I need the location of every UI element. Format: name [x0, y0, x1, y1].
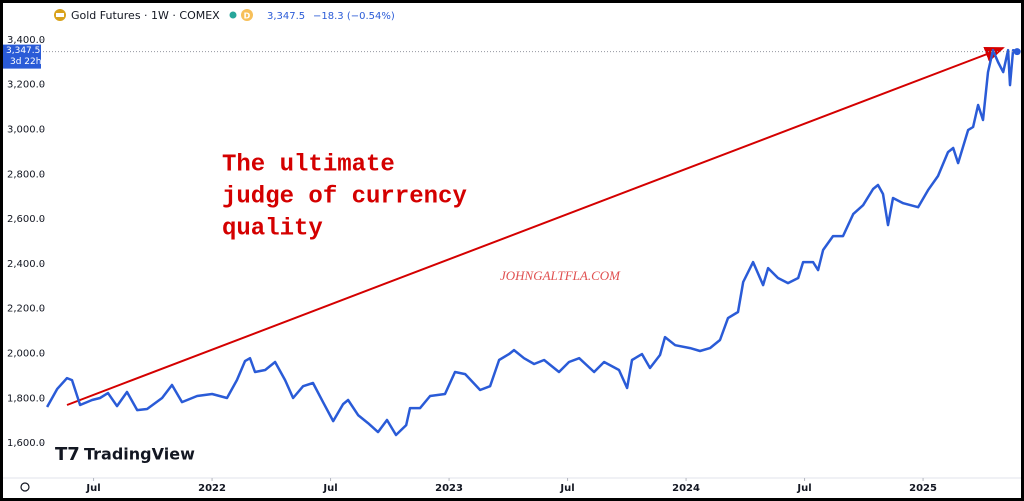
x-tick-label: Jul: [85, 483, 100, 494]
y-tick-label: 3,000.0: [7, 124, 45, 135]
x-tick-label: Jul: [796, 483, 811, 494]
y-tick-label: 1,600.0: [7, 438, 45, 449]
x-tick-label: 2023: [435, 483, 463, 494]
y-tick-label: 1,800.0: [7, 393, 45, 404]
badge-circle: [241, 9, 253, 21]
annotation-arrow: [66, 46, 1005, 406]
x-tick-label: 2024: [672, 483, 700, 494]
last-point: [1013, 48, 1021, 56]
watermark: JOHNGALTFLA.COM: [500, 268, 621, 283]
x-tick-label: Jul: [322, 483, 337, 494]
settings-icon[interactable]: [20, 482, 30, 492]
x-tick-label: 2022: [198, 483, 226, 494]
status-dot: [229, 11, 237, 19]
annotation-line: judge of currency: [222, 183, 467, 210]
price-line: [46, 48, 1018, 437]
x-tick-label: Jul: [559, 483, 574, 494]
price-label-box: [3, 44, 41, 69]
annotation-line: The ultimate: [222, 151, 395, 178]
y-tick-label: 2,400.0: [7, 259, 45, 270]
header-price: 3,347.5: [267, 11, 305, 22]
badge: D: [244, 12, 251, 21]
gold-icon-bar: [56, 13, 64, 17]
y-tick-label: 3,200.0: [7, 80, 45, 91]
chart: Gold Futures · 1W · COMEX D 3,347.5 −18.…: [3, 9, 1021, 494]
y-tick-label: 3,400.0: [7, 35, 45, 46]
symbol-title[interactable]: Gold Futures · 1W · COMEX: [71, 9, 220, 22]
y-tick-label: 2,200.0: [7, 304, 45, 315]
y-tick-label: 2,800.0: [7, 169, 45, 180]
annotation-line: quality: [222, 215, 323, 242]
logo-mark: T7: [55, 444, 80, 465]
header-change: −18.3 (−0.54%): [313, 11, 395, 22]
countdown: 3d 22h: [10, 57, 41, 67]
logo: TradingView: [84, 445, 195, 464]
x-tick-label: 2025: [909, 483, 937, 494]
y-tick-label: 2,600.0: [7, 214, 45, 225]
price-label: 3,347.5: [6, 46, 40, 56]
y-tick-label: 2,000.0: [7, 348, 45, 359]
